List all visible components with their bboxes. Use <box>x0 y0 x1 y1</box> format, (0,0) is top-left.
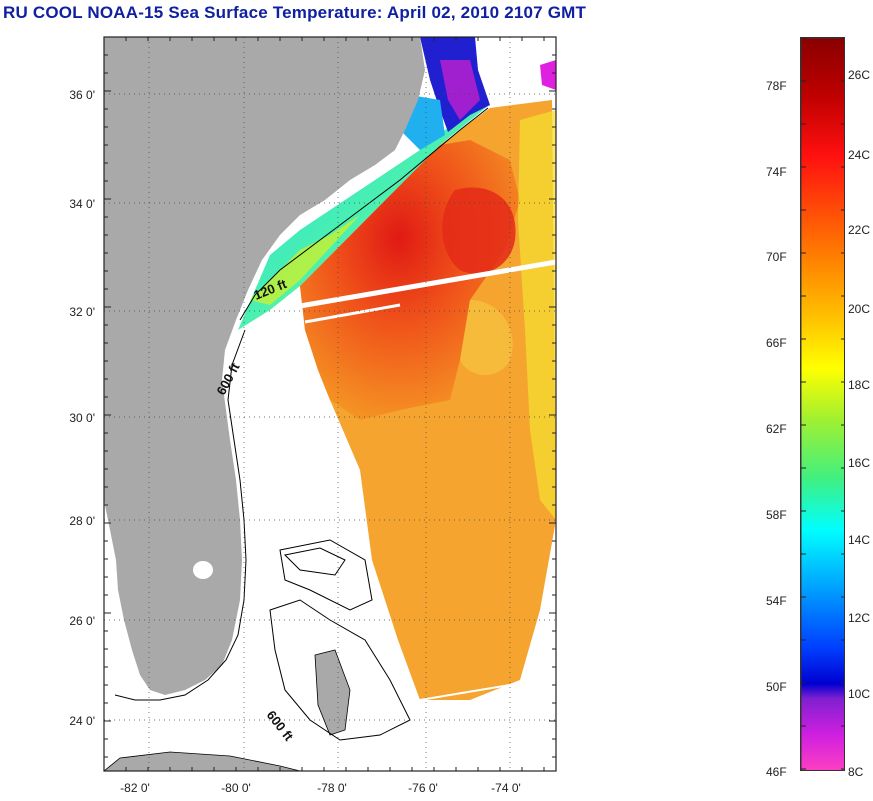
x-axis-label: -74 0' <box>491 781 521 795</box>
colorbar-c-label: 20C <box>848 302 871 316</box>
colorbar-c-label: 16C <box>848 456 871 470</box>
colorbar-f-label: 74F <box>766 165 787 179</box>
contour-120ft-line <box>239 107 489 321</box>
map-grid <box>104 37 556 771</box>
y-axis-label: 26 0' <box>69 614 95 628</box>
colorbar-f-label: 70F <box>766 250 787 264</box>
colorbar-c-label: 14C <box>848 533 871 547</box>
warm-filament <box>460 300 513 375</box>
colorbar-c-label: 26C <box>848 68 871 82</box>
no-data-stripe-3 <box>419 679 541 701</box>
cold-patch-ne <box>540 60 556 90</box>
colorbar-f-label: 46F <box>766 765 787 779</box>
colorbar-c-label: 22C <box>848 223 871 237</box>
no-data-stripe-2 <box>304 303 401 324</box>
colorbar-f-label: 78F <box>766 79 787 93</box>
land-cuba <box>104 751 301 771</box>
map-title: RU COOL NOAA-15 Sea Surface Temperature:… <box>3 3 587 22</box>
x-axis-label: -82 0' <box>120 781 150 795</box>
lake-okeechobee <box>193 561 213 579</box>
y-axis-label: 34 0' <box>69 197 95 211</box>
x-axis-label: -80 0' <box>221 781 251 795</box>
y-axis-label: 32 0' <box>69 305 95 319</box>
bahamas-bank-outer <box>279 539 373 611</box>
colorbar-f-label: 62F <box>766 422 787 436</box>
colorbar-f-label: 58F <box>766 508 787 522</box>
colorbar-f-label: 54F <box>766 594 787 608</box>
y-axis-label: 28 0' <box>69 514 95 528</box>
colorbar-c-label: 12C <box>848 611 871 625</box>
x-axis-label: -78 0' <box>317 781 347 795</box>
x-axis-label: -76 0' <box>408 781 438 795</box>
y-axis-label: 30 0' <box>69 411 95 425</box>
y-axis-label: 36 0' <box>69 88 95 102</box>
bahamas-bank <box>269 599 411 741</box>
shelf-green-band <box>250 215 360 305</box>
temperature-colorbar <box>800 37 845 771</box>
northeast-yellow-water <box>518 110 556 520</box>
colorbar-c-label: 24C <box>848 148 871 162</box>
colorbar-f-label: 50F <box>766 680 787 694</box>
land-bahamas-grand <box>283 547 346 576</box>
land-us-southeast <box>104 37 425 695</box>
gulf-stream-eddy <box>442 187 516 274</box>
colorbar-f-label: 66F <box>766 336 787 350</box>
y-axis-label: 24 0' <box>69 714 95 728</box>
colorbar-c-label: 10C <box>848 687 871 701</box>
no-data-stripe <box>299 259 556 309</box>
map-frame <box>103 36 557 772</box>
colorbar-c-label: 8C <box>848 765 864 779</box>
colorbar-c-label: 18C <box>848 378 871 392</box>
land-bahamas-andros <box>314 649 351 736</box>
map-ticks <box>103 36 556 771</box>
very-cold-water <box>440 60 480 120</box>
contour-600ft-line <box>114 329 247 701</box>
